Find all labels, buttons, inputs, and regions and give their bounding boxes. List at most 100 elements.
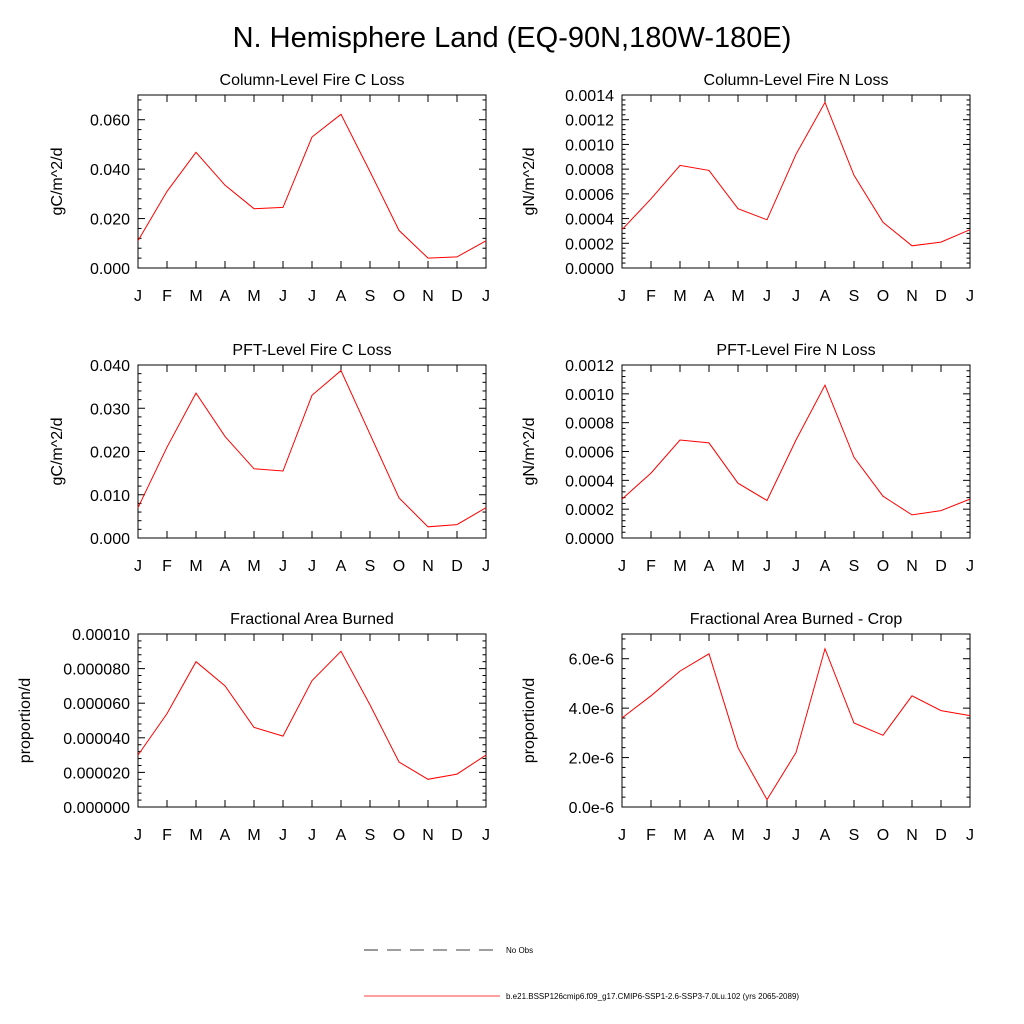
x-tick-label: N: [906, 827, 918, 844]
x-tick-label: M: [673, 288, 686, 305]
x-tick-label: M: [189, 827, 202, 844]
x-tick-label: F: [162, 827, 172, 844]
x-tick-label: J: [308, 558, 316, 575]
x-tick-label: A: [704, 558, 715, 575]
x-tick-label: A: [820, 827, 831, 844]
y-axis-label: proportion/d: [521, 678, 538, 763]
x-tick-label: J: [618, 827, 626, 844]
x-tick-label: D: [935, 827, 947, 844]
y-tick-label: 0.010: [90, 488, 130, 505]
x-tick-label: F: [646, 288, 656, 305]
x-tick-label: J: [763, 827, 771, 844]
x-tick-label: M: [731, 288, 744, 305]
x-tick-label: S: [849, 288, 860, 305]
plot-frame: [137, 633, 487, 808]
y-tick-label: 0.0004: [565, 212, 614, 229]
x-tick-label: J: [279, 558, 287, 575]
y-tick-label: 0.020: [90, 445, 130, 462]
panel-title: Fractional Area Burned - Crop: [690, 611, 903, 628]
panel-title: PFT-Level Fire C Loss: [232, 342, 391, 359]
y-tick-label: 0.0000: [565, 531, 614, 548]
chart-panel-4: PFT-Level Fire N Loss gN/m^2/d 0.0000 0.000…: [521, 342, 974, 575]
x-tick-label: M: [189, 558, 202, 575]
x-tick-label: D: [451, 288, 463, 305]
y-tick-label: 0.000: [90, 531, 130, 548]
x-tick-label: N: [422, 827, 434, 844]
chart-panel-6: Fractional Area Burned - Crop proportion/…: [521, 611, 974, 844]
y-tick-label: 0.030: [90, 401, 130, 418]
plot-frame: [621, 364, 971, 539]
figure-title: N. Hemisphere Land (EQ-90N,180W-180E): [232, 22, 792, 54]
y-axis-label: gC/m^2/d: [49, 418, 66, 486]
y-tick-label: 0.000020: [63, 765, 130, 782]
plot-frame: [621, 633, 971, 808]
y-tick-label: 0.0e-6: [569, 800, 614, 817]
x-tick-label: M: [247, 288, 260, 305]
x-tick-label: J: [308, 288, 316, 305]
x-tick-label: D: [935, 558, 947, 575]
x-tick-label: M: [673, 827, 686, 844]
y-tick-label: 2.0e-6: [569, 751, 614, 768]
x-tick-label: J: [792, 288, 800, 305]
y-tick-label: 0.0006: [565, 445, 614, 462]
x-tick-label: N: [906, 558, 918, 575]
x-tick-label: M: [189, 288, 202, 305]
y-tick-label: 0.020: [90, 212, 130, 229]
legend-label: b.e21.BSSP126cmip6.f09_g17.CMIP6-SSP1-2.…: [506, 992, 799, 1001]
x-tick-label: J: [618, 558, 626, 575]
x-tick-label: A: [820, 288, 831, 305]
series-line: [137, 369, 487, 528]
x-tick-label: S: [365, 827, 376, 844]
x-tick-label: F: [162, 288, 172, 305]
x-tick-label: J: [966, 558, 974, 575]
y-tick-label: 0.0010: [565, 387, 614, 404]
x-tick-label: O: [393, 827, 405, 844]
chart-panel-1: Column-Level Fire C Loss gC/m^2/d 0.000 0.0…: [49, 72, 490, 305]
x-tick-label: D: [451, 827, 463, 844]
x-tick-label: D: [935, 288, 947, 305]
x-tick-label: J: [134, 827, 142, 844]
y-tick-label: 0.0000: [565, 261, 614, 278]
x-tick-label: J: [966, 288, 974, 305]
x-tick-label: A: [336, 558, 347, 575]
x-tick-label: J: [763, 558, 771, 575]
plot-frame: [621, 94, 971, 269]
y-axis-label: proportion/d: [17, 678, 34, 763]
x-tick-label: J: [279, 827, 287, 844]
x-tick-label: A: [704, 288, 715, 305]
x-tick-label: F: [646, 558, 656, 575]
x-tick-label: N: [422, 558, 434, 575]
x-tick-label: M: [247, 558, 260, 575]
legend: No Obs b.e21.BSSP126cmip6.f09_g17.CMIP6-S…: [364, 946, 799, 1001]
x-tick-label: M: [731, 558, 744, 575]
x-tick-label: N: [422, 288, 434, 305]
panel-title: PFT-Level Fire N Loss: [716, 342, 875, 359]
x-tick-label: J: [792, 827, 800, 844]
x-tick-label: S: [365, 288, 376, 305]
y-tick-label: 0.0002: [565, 236, 614, 253]
series-line: [621, 384, 971, 516]
x-tick-label: O: [393, 558, 405, 575]
chart-panel-5: Fractional Area Burned proportion/d 0.0000…: [17, 611, 490, 844]
x-tick-label: D: [451, 558, 463, 575]
x-tick-label: J: [618, 288, 626, 305]
x-tick-label: N: [906, 288, 918, 305]
x-tick-label: J: [308, 827, 316, 844]
x-tick-label: J: [482, 288, 490, 305]
x-tick-label: O: [877, 558, 889, 575]
y-tick-label: 6.0e-6: [569, 652, 614, 669]
x-tick-label: F: [646, 827, 656, 844]
y-axis-label: gN/m^2/d: [521, 418, 538, 486]
x-tick-label: M: [673, 558, 686, 575]
y-tick-label: 0.0004: [565, 473, 614, 490]
x-tick-label: J: [279, 288, 287, 305]
x-tick-label: J: [482, 827, 490, 844]
y-tick-label: 0.00010: [72, 627, 130, 644]
x-tick-label: A: [220, 827, 231, 844]
x-tick-label: A: [820, 558, 831, 575]
y-tick-label: 0.0010: [565, 137, 614, 154]
x-tick-label: A: [220, 288, 231, 305]
legend-label: No Obs: [506, 946, 533, 955]
series-line: [137, 650, 487, 780]
